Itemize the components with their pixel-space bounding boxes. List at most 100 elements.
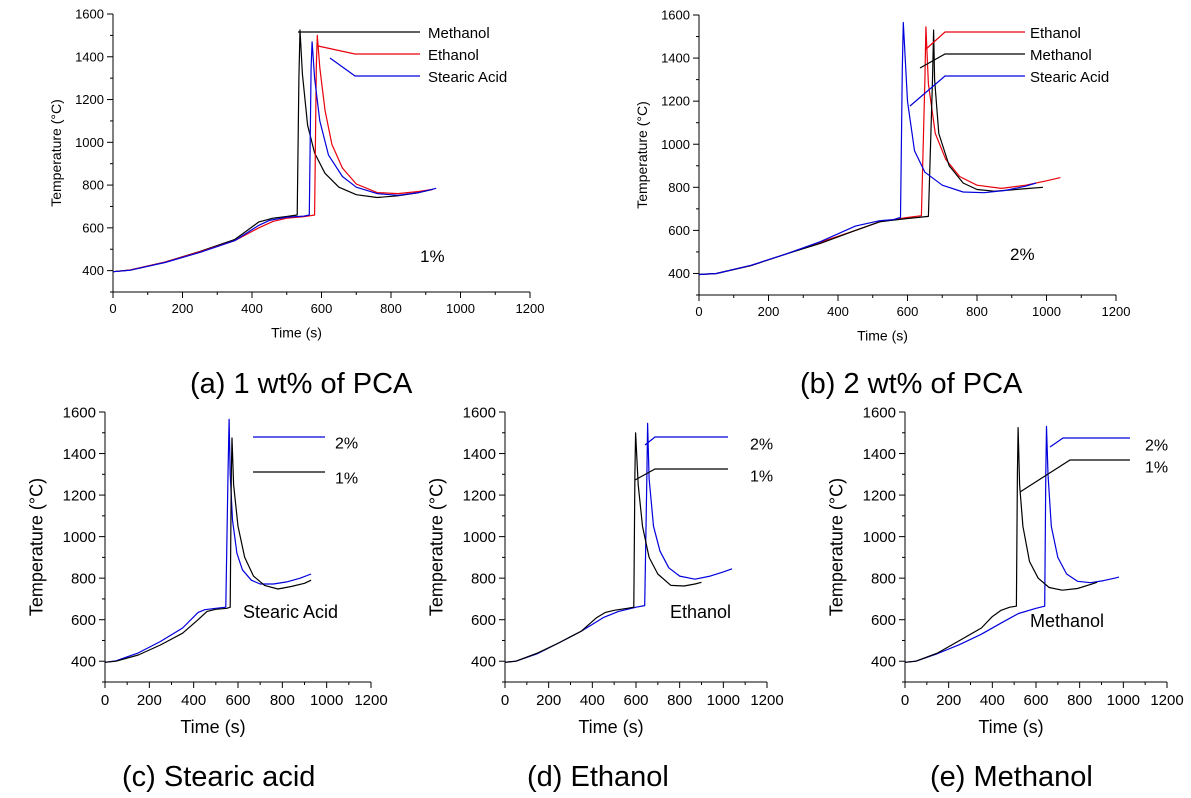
series-line <box>112 41 437 273</box>
series-line <box>504 422 733 663</box>
y-tick-label: 400 <box>668 266 690 281</box>
chart-a: 0 200 400 600 800 1000 1200 400 600 800 1000 1200 14… <box>48 7 544 341</box>
y-tick-label: 600 <box>668 223 690 238</box>
x-tick-label: 200 <box>172 301 194 316</box>
x-tick-label: 800 <box>1067 692 1092 709</box>
plot-annotation: 1% <box>420 247 445 266</box>
legend-label: 2% <box>1145 437 1168 454</box>
y-axis-title: Temperature (°C) <box>427 478 447 616</box>
x-tick-label: 600 <box>1023 692 1048 709</box>
y-tick-label: 1400 <box>863 446 896 463</box>
series-line <box>698 21 1037 276</box>
chart-c: 0 200 400 600 800 1000 1200 400 600 800 1000 1200 14… <box>27 404 388 737</box>
y-tick-label: 1200 <box>75 92 104 107</box>
y-tick-label: 1400 <box>661 51 690 66</box>
x-tick-label: 200 <box>536 692 561 709</box>
x-tick-label: 1000 <box>310 692 343 709</box>
x-tick-label: 1200 <box>354 692 387 709</box>
y-axis-title: Temperature (°C) <box>827 478 847 616</box>
y-tick-label: 1600 <box>63 404 96 421</box>
y-tick-label: 1400 <box>63 446 96 463</box>
legend-line <box>919 53 1025 69</box>
y-tick-label: 400 <box>82 263 104 278</box>
x-tick-label: 400 <box>980 692 1005 709</box>
x-tick-label: 400 <box>241 301 263 316</box>
y-tick-label: 800 <box>82 178 104 193</box>
x-axis-title: Time (s) <box>180 717 245 737</box>
legend-label: Methanol <box>1030 47 1092 64</box>
y-tick-label: 400 <box>471 653 496 670</box>
x-axis-title: Time (s) <box>978 717 1043 737</box>
y-tick-label: 800 <box>871 570 896 587</box>
y-tick-label: 800 <box>471 570 496 587</box>
y-tick-label: 600 <box>82 220 104 235</box>
x-tick-label: 400 <box>580 692 605 709</box>
chart-e: 0 200 400 600 800 1000 1200 400 600 800 1000 1200 14… <box>827 404 1184 737</box>
chart-b: 0 200 400 600 800 1000 1200 400 600 800 1000 1200 14… <box>634 8 1130 344</box>
legend-line <box>329 57 420 77</box>
x-tick-label: 600 <box>897 304 919 319</box>
x-tick-label: 600 <box>311 301 333 316</box>
plot-annotation: Ethanol <box>670 602 731 622</box>
chart-d: 0 200 400 600 800 1000 1200 400 600 800 1000 1200 14… <box>427 404 784 737</box>
y-tick-label: 1200 <box>463 487 496 504</box>
legend-label: Methanol <box>428 25 490 42</box>
x-axis-title: Time (s) <box>857 328 908 344</box>
y-tick-label: 1600 <box>863 404 896 421</box>
x-tick-label: 1200 <box>750 692 783 709</box>
x-tick-label: 0 <box>109 301 116 316</box>
x-tick-label: 1000 <box>707 692 740 709</box>
y-tick-label: 1600 <box>661 8 690 23</box>
caption-a: (a) 1 wt% of PCA <box>190 368 413 400</box>
legend-label: 1% <box>750 468 773 485</box>
x-axis-title: Time (s) <box>271 325 322 341</box>
legend-label: 1% <box>335 470 358 487</box>
x-tick-label: 800 <box>380 301 402 316</box>
legend-label: Stearic Acid <box>428 69 507 86</box>
y-tick-label: 600 <box>471 612 496 629</box>
x-tick-label: 1200 <box>1150 692 1183 709</box>
x-tick-label: 800 <box>966 304 988 319</box>
y-axis-title: Temperature (°C) <box>634 101 650 209</box>
legend-label: 2% <box>750 436 773 453</box>
y-tick-label: 1000 <box>63 529 96 546</box>
y-tick-label: 1200 <box>63 487 96 504</box>
legend-line <box>924 31 1025 51</box>
y-tick-label: 800 <box>668 180 690 195</box>
y-tick-label: 1400 <box>75 49 104 64</box>
x-axis-title: Time (s) <box>578 717 643 737</box>
legend-label: 2% <box>335 435 358 452</box>
legend-line <box>317 45 420 55</box>
x-tick-label: 200 <box>137 692 162 709</box>
series-line <box>698 29 1044 276</box>
y-tick-label: 1200 <box>661 94 690 109</box>
series-line <box>112 29 433 273</box>
y-tick-label: 600 <box>71 612 96 629</box>
y-axis-title: Temperature (°C) <box>48 99 64 207</box>
legend-line <box>1049 437 1130 448</box>
caption-e: (e) Methanol <box>930 761 1093 793</box>
y-tick-label: 1000 <box>863 529 896 546</box>
x-tick-label: 1200 <box>1102 304 1131 319</box>
x-tick-label: 0 <box>901 692 909 709</box>
x-tick-label: 200 <box>936 692 961 709</box>
y-tick-label: 1000 <box>75 135 104 150</box>
legend-label: 1% <box>1145 459 1168 476</box>
series-line <box>504 432 702 663</box>
series-line <box>904 427 1098 663</box>
y-tick-label: 1600 <box>75 7 104 22</box>
series-line <box>112 34 433 273</box>
legend-label: Ethanol <box>1030 25 1081 42</box>
legend-label: Stearic Acid <box>1030 69 1109 86</box>
x-tick-label: 1000 <box>1107 692 1140 709</box>
y-tick-label: 400 <box>871 653 896 670</box>
x-tick-label: 800 <box>667 692 692 709</box>
x-tick-label: 0 <box>101 692 109 709</box>
legend-line <box>909 75 1025 107</box>
x-tick-label: 600 <box>225 692 250 709</box>
x-tick-label: 1000 <box>446 301 475 316</box>
caption-d: (d) Ethanol <box>527 761 669 793</box>
caption-c: (c) Stearic acid <box>122 761 315 793</box>
y-tick-label: 1000 <box>661 137 690 152</box>
